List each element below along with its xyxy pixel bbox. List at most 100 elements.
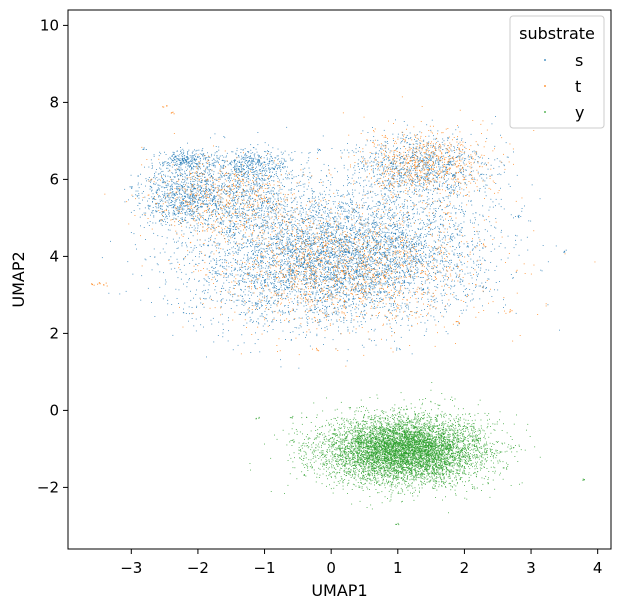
- scatter-point: [281, 293, 283, 295]
- scatter-point: [349, 242, 351, 243]
- scatter-point: [392, 235, 394, 237]
- scatter-point: [322, 312, 324, 314]
- scatter-point: [376, 271, 378, 273]
- scatter-point: [408, 306, 409, 308]
- scatter-point: [406, 224, 408, 226]
- scatter-point: [363, 189, 365, 191]
- scatter-point: [272, 302, 274, 304]
- scatter-point: [352, 303, 354, 305]
- scatter-point: [357, 245, 359, 247]
- scatter-point: [402, 263, 404, 265]
- scatter-point: [362, 288, 364, 290]
- scatter-point: [282, 273, 284, 275]
- scatter-point: [398, 281, 400, 283]
- scatter-point: [398, 227, 400, 229]
- scatter-point: [303, 262, 305, 264]
- scatter-point: [214, 271, 216, 273]
- scatter-point: [403, 244, 405, 246]
- scatter-point: [404, 256, 406, 257]
- scatter-point: [338, 326, 339, 328]
- scatter-point: [318, 205, 320, 207]
- scatter-point: [320, 230, 322, 232]
- scatter-point: [377, 270, 379, 272]
- scatter-point: [363, 235, 365, 237]
- scatter-point: [376, 298, 378, 299]
- scatter-point: [301, 241, 303, 242]
- scatter-point: [372, 232, 374, 234]
- scatter-point: [333, 277, 334, 279]
- scatter-point: [358, 211, 360, 213]
- scatter-point: [418, 249, 420, 251]
- scatter-point: [239, 187, 241, 189]
- scatter-point: [357, 232, 359, 234]
- scatter-point: [209, 295, 211, 297]
- scatter-point: [358, 276, 359, 278]
- scatter-point: [369, 297, 371, 299]
- scatter-point: [203, 284, 205, 286]
- scatter-point: [339, 206, 341, 208]
- scatter-point: [323, 263, 325, 265]
- scatter-point: [357, 212, 359, 214]
- scatter-point: [183, 308, 184, 310]
- scatter-point: [412, 213, 414, 215]
- scatter-point: [443, 289, 445, 291]
- scatter-point: [323, 226, 325, 228]
- scatter-point: [285, 224, 287, 226]
- scatter-point: [265, 265, 267, 267]
- scatter-point: [281, 280, 282, 282]
- scatter-point: [457, 195, 458, 196]
- scatter-point: [316, 304, 318, 305]
- scatter-point: [310, 245, 312, 246]
- scatter-point: [326, 228, 328, 230]
- scatter-point: [455, 213, 457, 215]
- scatter-point: [350, 304, 352, 306]
- scatter-point: [339, 243, 340, 245]
- scatter-point: [437, 239, 439, 241]
- scatter-point: [328, 278, 330, 280]
- scatter-point: [396, 220, 398, 222]
- scatter-point: [261, 292, 263, 294]
- scatter-point: [351, 225, 353, 227]
- scatter-point: [361, 303, 363, 305]
- scatter-point: [368, 338, 370, 340]
- scatter-point: [395, 226, 397, 227]
- scatter-point: [440, 224, 442, 226]
- scatter-point: [419, 254, 421, 256]
- scatter-point: [305, 286, 306, 288]
- scatter-point: [324, 210, 326, 212]
- scatter-point: [231, 294, 233, 296]
- scatter-point: [292, 265, 294, 267]
- scatter-point: [315, 320, 316, 321]
- scatter-point: [438, 227, 440, 229]
- scatter-point: [293, 310, 294, 311]
- scatter-point: [272, 256, 273, 258]
- scatter-point: [387, 199, 388, 201]
- scatter-point: [266, 320, 268, 322]
- scatter-point: [139, 216, 141, 218]
- scatter-point: [320, 238, 322, 240]
- scatter-point: [385, 268, 386, 270]
- scatter-point: [450, 259, 452, 261]
- scatter-point: [314, 286, 316, 288]
- scatter-point: [352, 330, 354, 332]
- scatter-point: [171, 262, 173, 264]
- scatter-point: [237, 249, 239, 251]
- scatter-point: [353, 232, 355, 234]
- scatter-point: [298, 291, 300, 293]
- scatter-point: [312, 209, 314, 211]
- scatter-point: [369, 250, 371, 251]
- scatter-point: [281, 224, 282, 226]
- scatter-point: [349, 240, 351, 242]
- scatter-point: [250, 319, 252, 321]
- scatter-point: [280, 266, 281, 268]
- scatter-point: [207, 244, 209, 246]
- scatter-point: [271, 321, 272, 323]
- scatter-point: [311, 271, 313, 272]
- scatter-point: [298, 327, 300, 329]
- scatter-point: [378, 267, 380, 269]
- scatter-point: [335, 271, 337, 273]
- scatter-point: [358, 231, 360, 233]
- scatter-point: [251, 206, 253, 208]
- scatter-point: [340, 222, 341, 224]
- scatter-point: [329, 279, 331, 280]
